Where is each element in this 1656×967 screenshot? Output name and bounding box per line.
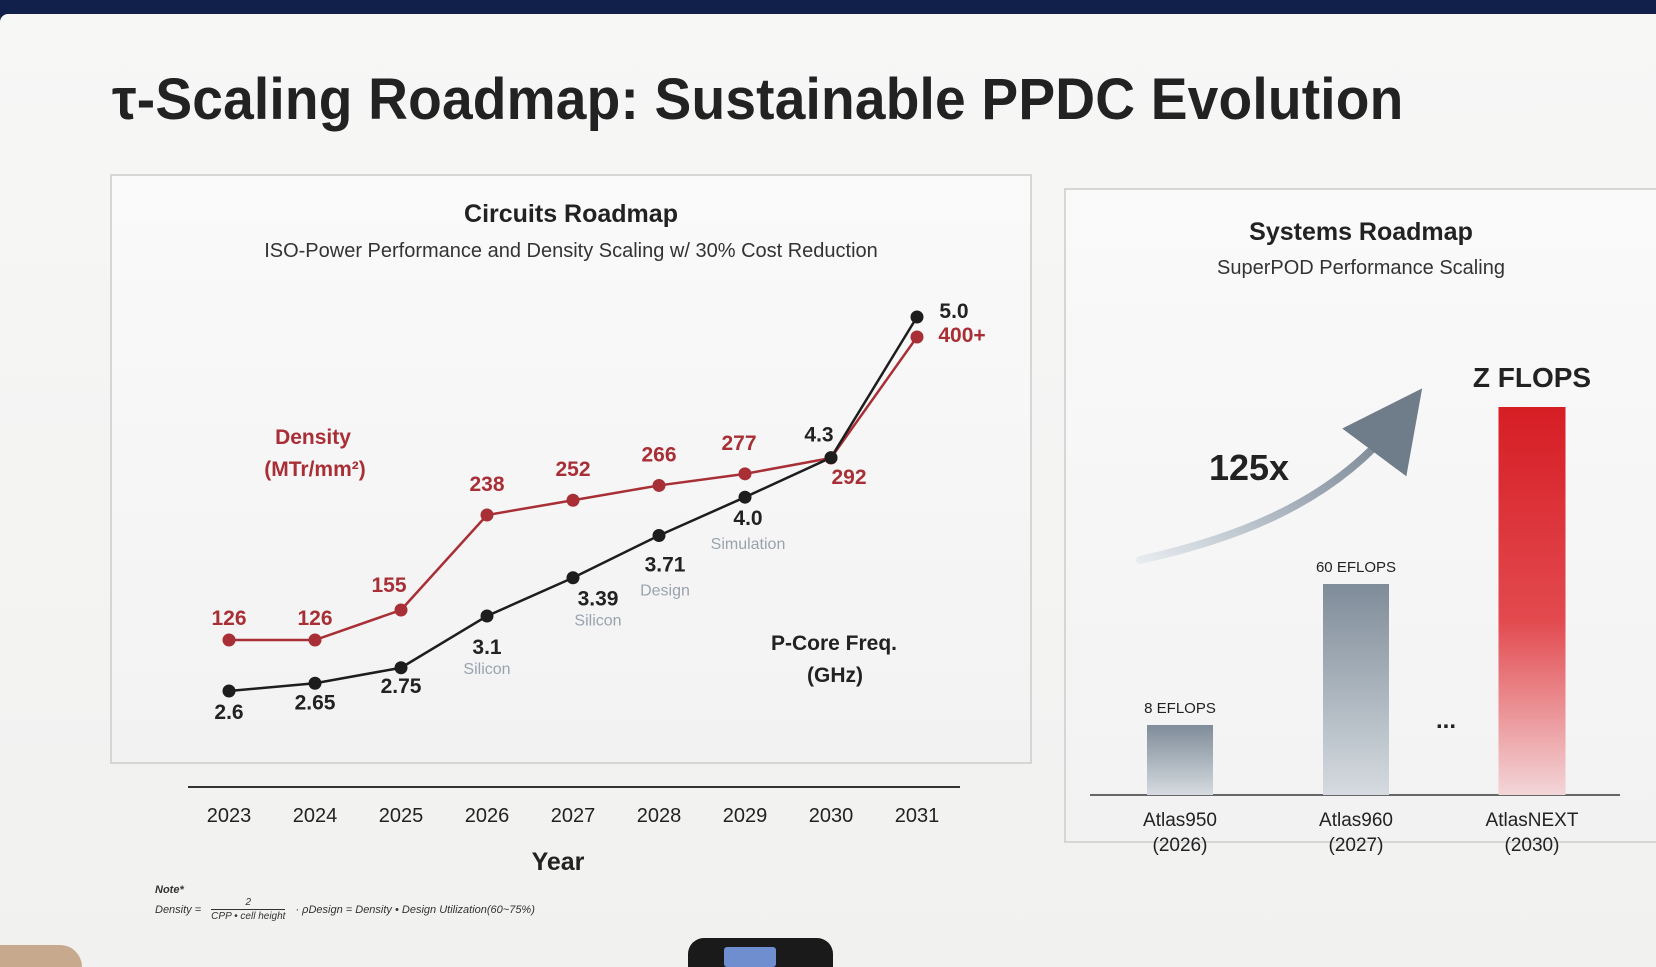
x-tick-label: 2028 <box>637 805 682 827</box>
frequency-note-label: Simulation <box>711 536 786 553</box>
systems-category-label: AtlasNEXT <box>1486 810 1579 831</box>
circuits-roadmap-panel: Circuits Roadmap ISO-Power Performance a… <box>110 174 1032 764</box>
density-series-label-line-1: Density <box>275 426 351 449</box>
frequency-point <box>480 609 494 623</box>
systems-bar <box>1147 725 1213 795</box>
footnote-denominator: CPP • cell height <box>211 909 286 923</box>
frequency-data-label: 2.75 <box>381 675 422 698</box>
systems-category-label: (2030) <box>1505 835 1560 856</box>
density-data-label: 155 <box>371 574 406 597</box>
x-tick-label: 2026 <box>465 805 510 827</box>
frequency-note-label: Silicon <box>463 661 510 678</box>
density-point <box>480 508 494 522</box>
density-point <box>910 330 924 344</box>
systems-category-label: Atlas950 <box>1143 810 1217 831</box>
density-point <box>652 478 666 492</box>
circuits-roadmap-subtitle: ISO-Power Performance and Density Scalin… <box>264 240 878 262</box>
x-axis-label: Year <box>532 848 585 876</box>
frequency-note-label: Silicon <box>574 613 621 630</box>
frequency-data-label: 3.71 <box>645 553 686 576</box>
x-tick-label: 2029 <box>723 805 768 827</box>
systems-bar-value-label: 60 EFLOPS <box>1316 559 1396 576</box>
density-data-label: 277 <box>721 432 756 455</box>
density-series-line <box>229 336 919 642</box>
footnote-numerator: 2 <box>245 897 252 909</box>
frequency-note-label: Design <box>640 582 690 599</box>
systems-category-label: (2027) <box>1329 835 1384 856</box>
frequency-data-label: 4.0 <box>733 507 762 530</box>
audience-phone-screen <box>724 947 776 967</box>
systems-bar-value-label: 8 EFLOPS <box>1144 700 1216 717</box>
frequency-series-label-line-2: (GHz) <box>807 664 863 687</box>
density-data-label: 266 <box>641 443 676 466</box>
frequency-point <box>222 684 236 698</box>
density-data-label: 126 <box>211 607 246 630</box>
x-tick-label: 2024 <box>293 805 338 827</box>
frequency-point <box>824 451 838 465</box>
density-data-label: 292 <box>831 466 866 489</box>
footnote-design-part: · ρDesign = Density • Design Utilization… <box>295 903 535 916</box>
density-data-label: 252 <box>555 458 590 481</box>
growth-multiplier-label: 125x <box>1209 447 1289 488</box>
frequency-point <box>308 676 322 690</box>
density-point <box>394 603 408 617</box>
systems-roadmap-title: Systems Roadmap <box>1249 218 1473 246</box>
frequency-point <box>910 310 924 324</box>
frequency-data-label: 4.3 <box>804 424 833 447</box>
growth-arrow <box>1136 388 1423 564</box>
x-tick-label: 2027 <box>551 805 596 827</box>
density-data-label: 238 <box>469 473 504 496</box>
x-tick-label: 2031 <box>895 805 940 827</box>
systems-ellipsis: ... <box>1436 707 1456 734</box>
density-point <box>566 493 580 507</box>
frequency-point <box>566 571 580 585</box>
circuits-roadmap-title: Circuits Roadmap <box>464 200 678 228</box>
density-data-label: 400+ <box>938 324 985 347</box>
footnote-lhs: Density = <box>155 903 202 916</box>
frequency-point <box>738 490 752 504</box>
density-point <box>738 467 752 481</box>
systems-bar <box>1323 584 1389 795</box>
audience-head-left <box>0 945 82 967</box>
density-series-label-line-2: (MTr/mm²) <box>264 458 366 481</box>
frequency-data-label: 2.6 <box>214 701 243 724</box>
systems-bar <box>1498 407 1566 795</box>
density-point <box>308 633 322 647</box>
footnote-fraction: 2 CPP • cell height <box>211 897 286 923</box>
page-title: τ-Scaling Roadmap: Sustainable PPDC Evol… <box>112 67 1404 132</box>
footnote-formula: Density = 2 CPP • cell height · ρDesign … <box>155 897 715 923</box>
frequency-data-label: 3.1 <box>472 636 502 659</box>
x-tick-label: 2025 <box>379 805 424 827</box>
frequency-point <box>394 661 408 675</box>
footnote: Note* Density = 2 CPP • cell height · ρD… <box>155 884 715 942</box>
systems-category-label: Atlas960 <box>1319 810 1393 831</box>
frequency-data-label: 2.65 <box>295 691 336 714</box>
systems-roadmap-subtitle: SuperPOD Performance Scaling <box>1217 257 1505 279</box>
density-point <box>222 633 236 647</box>
footnote-heading: Note* <box>155 884 184 896</box>
x-tick-label: 2023 <box>207 805 252 827</box>
x-tick-label: 2030 <box>809 805 854 827</box>
systems-bar-value-label: Z FLOPS <box>1473 362 1591 393</box>
frequency-data-label: 3.39 <box>578 588 619 611</box>
systems-category-label: (2026) <box>1153 835 1208 856</box>
frequency-data-label: 5.0 <box>939 300 968 323</box>
density-data-label: 126 <box>297 607 332 630</box>
frequency-point <box>652 528 666 542</box>
frequency-series-label-line-1: P-Core Freq. <box>771 632 897 655</box>
